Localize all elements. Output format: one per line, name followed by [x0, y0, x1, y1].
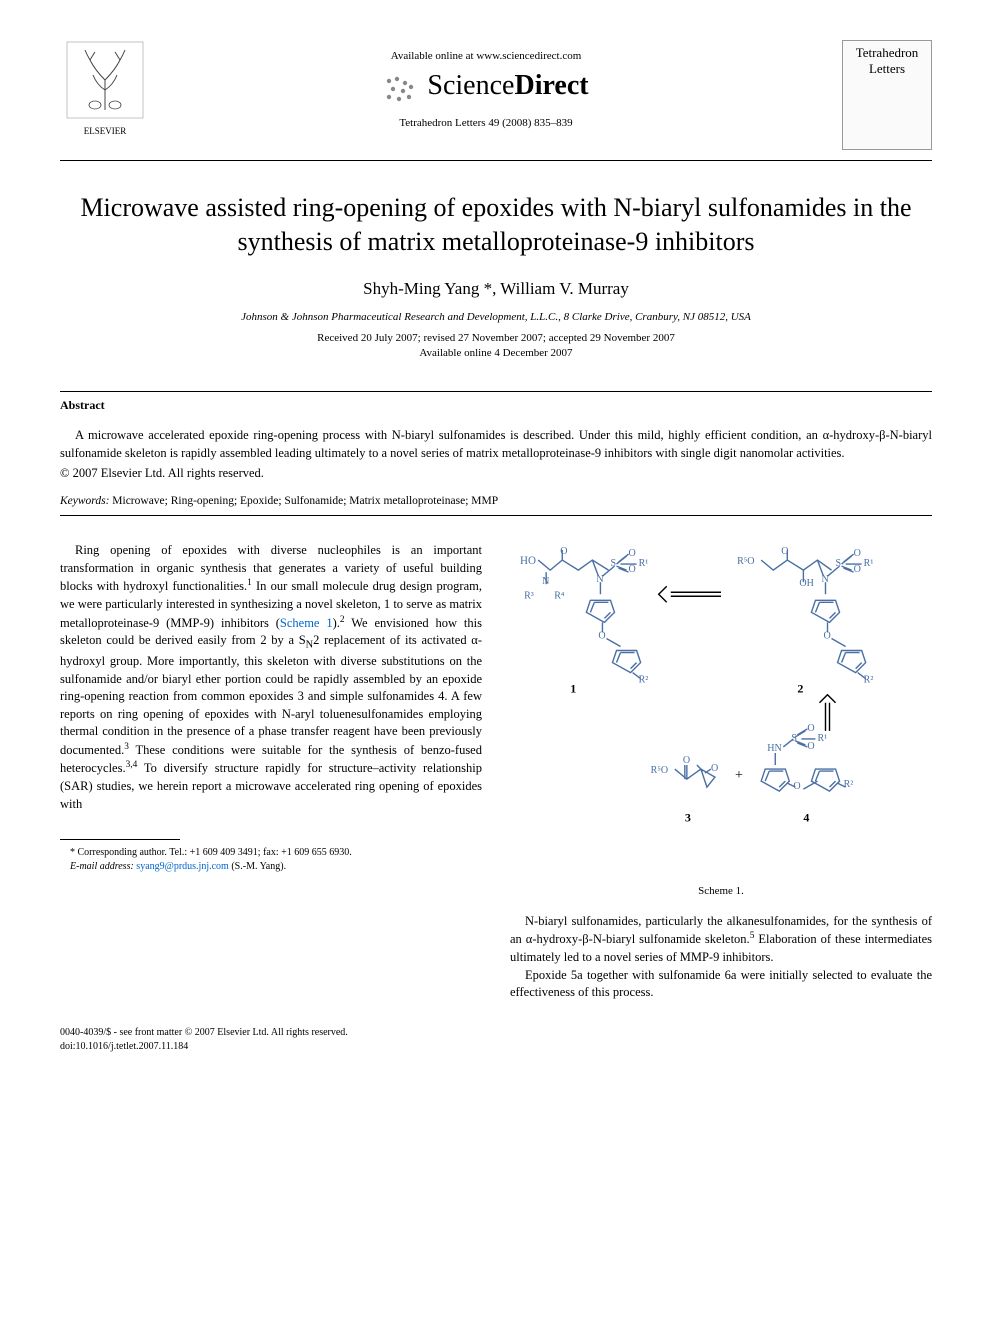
body-text-run: 2 replacement of its activated α-hydroxy…: [60, 633, 482, 757]
abstract-text: A microwave accelerated epoxide ring-ope…: [60, 427, 932, 462]
elsevier-tree-logo: [65, 40, 145, 120]
sd-direct-text: Direct: [514, 70, 588, 101]
svg-text:R²: R²: [844, 780, 854, 791]
svg-text:OH: OH: [799, 579, 814, 590]
svg-text:S: S: [791, 733, 797, 744]
article-title: Microwave assisted ring-opening of epoxi…: [60, 191, 932, 259]
ref-3-4: 3,4: [126, 760, 138, 770]
footnote-email-suffix: (S.-M. Yang).: [229, 861, 286, 872]
journal-cover-thumbnail: Tetrahedron Letters: [842, 40, 932, 150]
header-center: Available online at www.sciencedirect.co…: [150, 40, 822, 129]
journal-cover-title: Tetrahedron Letters: [843, 41, 931, 76]
publisher-block: ELSEVIER: [60, 40, 150, 136]
abstract-bottom-rule: [60, 515, 932, 516]
article-dates: Received 20 July 2007; revised 27 Novemb…: [60, 331, 932, 362]
svg-text:1: 1: [570, 682, 576, 696]
svg-text:HO: HO: [520, 555, 536, 567]
svg-text:O: O: [629, 548, 636, 559]
svg-text:R¹: R¹: [864, 558, 874, 569]
keywords-line: Keywords: Microwave; Ring-opening; Epoxi…: [60, 495, 932, 507]
svg-text:R²: R²: [864, 675, 874, 686]
left-column: Ring opening of epoxides with diverse nu…: [60, 542, 482, 1001]
dates-received: Received 20 July 2007; revised 27 Novemb…: [317, 332, 675, 344]
svg-text:O: O: [629, 565, 636, 576]
svg-text:R⁴: R⁴: [554, 591, 565, 602]
article-title-text: Microwave assisted ring-opening of epoxi…: [80, 193, 911, 256]
svg-text:R⁵O: R⁵O: [737, 556, 754, 567]
header-divider: [60, 160, 932, 161]
page-header: ELSEVIER Available online at www.science…: [60, 40, 932, 150]
abstract-copyright: © 2007 Elsevier Ltd. All rights reserved…: [60, 466, 932, 481]
journal-cover-block: Tetrahedron Letters: [822, 40, 932, 150]
body-para-1: Ring opening of epoxides with diverse nu…: [60, 542, 482, 813]
body-para-col2-2: Epoxide 5a together with sulfonamide 6a …: [510, 967, 932, 1002]
svg-text:2: 2: [797, 682, 803, 696]
abstract-top-rule: [60, 391, 932, 392]
footnote-email-label: E-mail address:: [70, 861, 134, 872]
svg-text:4: 4: [803, 811, 809, 825]
available-online-text: Available online at www.sciencedirect.co…: [150, 50, 822, 62]
footer-left: 0040-4039/$ - see front matter © 2007 El…: [60, 1026, 348, 1054]
body-text-run: ).: [333, 616, 340, 630]
svg-text:O: O: [854, 565, 861, 576]
abstract-heading: Abstract: [60, 398, 932, 413]
affiliation-line: Johnson & Johnson Pharmaceutical Researc…: [60, 311, 932, 323]
scheme-1-figure: HO N R³ R⁴ O N S O O R¹: [510, 542, 932, 874]
keywords-text: Microwave; Ring-opening; Epoxide; Sulfon…: [109, 495, 498, 507]
footnote-tel-fax: * Corresponding author. Tel.: +1 609 409…: [60, 846, 482, 860]
svg-text:+: +: [735, 767, 743, 783]
sd-science-text: Science: [427, 70, 514, 101]
svg-text:R¹: R¹: [639, 558, 649, 569]
svg-text:O: O: [711, 763, 718, 774]
body-columns: Ring opening of epoxides with diverse nu…: [60, 542, 932, 1001]
svg-text:O: O: [560, 546, 567, 557]
sciencedirect-logo: ScienceDirect: [150, 70, 822, 105]
corresponding-author-footnote: * Corresponding author. Tel.: +1 609 409…: [60, 846, 482, 874]
footnote-email-link[interactable]: syang9@prdus.jnj.com: [134, 861, 229, 872]
svg-text:R²: R²: [639, 675, 649, 686]
scheme-1-caption: Scheme 1.: [510, 885, 932, 897]
svg-text:R⁵O: R⁵O: [651, 765, 668, 776]
footer-doi: doi:10.1016/j.tetlet.2007.11.184: [60, 1040, 348, 1054]
sd-dots-icon: [383, 75, 417, 105]
svg-text:O: O: [807, 723, 814, 734]
svg-text:O: O: [807, 741, 814, 752]
keywords-label: Keywords:: [60, 495, 109, 507]
svg-text:R³: R³: [524, 591, 534, 602]
right-column: HO N R³ R⁴ O N S O O R¹: [510, 542, 932, 1001]
authors-line: Shyh-Ming Yang *, William V. Murray: [60, 279, 932, 299]
page-footer: 0040-4039/$ - see front matter © 2007 El…: [60, 1026, 932, 1054]
svg-text:O: O: [683, 755, 690, 766]
body-para-col2-1: N-biaryl sulfonamides, particularly the …: [510, 913, 932, 967]
footer-front-matter: 0040-4039/$ - see front matter © 2007 El…: [60, 1026, 348, 1040]
footnote-separator: [60, 839, 180, 840]
journal-reference: Tetrahedron Letters 49 (2008) 835–839: [150, 117, 822, 129]
svg-text:O: O: [854, 548, 861, 559]
publisher-name: ELSEVIER: [60, 126, 150, 136]
svg-text:3: 3: [685, 811, 691, 825]
scheme-1-link[interactable]: Scheme 1: [280, 616, 333, 630]
svg-text:R¹: R¹: [817, 733, 827, 744]
svg-text:HN: HN: [767, 743, 782, 754]
dates-online: Available online 4 December 2007: [419, 347, 572, 359]
